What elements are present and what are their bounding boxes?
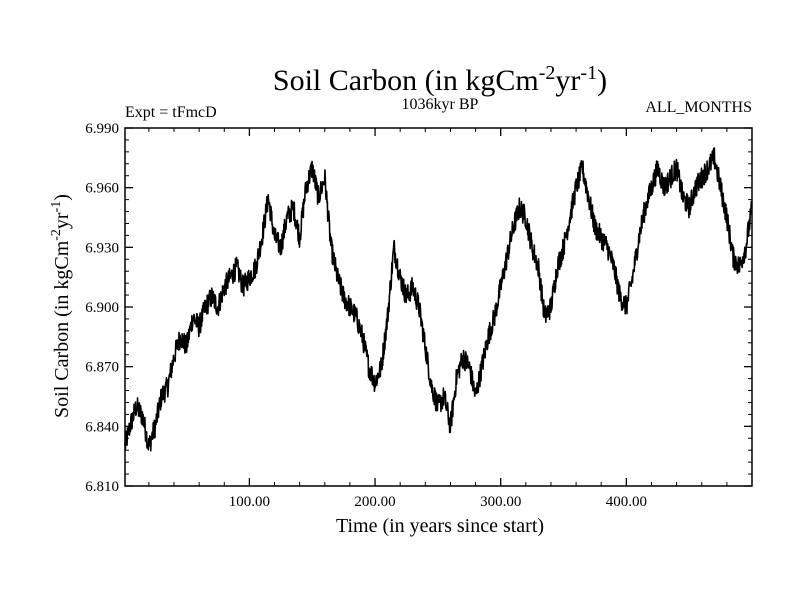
experiment-label: Expt = tFmcD	[125, 104, 217, 121]
chart-title: Soil Carbon (in kgCm-2yr-1)	[273, 62, 607, 97]
y-tick-label: 6.900	[85, 300, 119, 316]
y-tick-label: 6.990	[85, 121, 119, 137]
y-tick-label: 6.960	[85, 181, 119, 197]
y-tick-label: 6.840	[85, 419, 119, 435]
y-tick-label: 6.930	[85, 240, 119, 256]
x-tick-label: 400.00	[606, 494, 647, 510]
x-tick-label: 300.00	[480, 494, 521, 510]
x-tick-label: 100.00	[229, 494, 270, 510]
x-axis-label: Time (in years since start)	[336, 515, 544, 537]
y-tick-label: 6.870	[85, 360, 119, 376]
months-label: ALL_MONTHS	[645, 99, 752, 116]
x-tick-label: 200.00	[354, 494, 395, 510]
y-axis-label: Soil Carbon (in kgCm-2yr-1)	[49, 194, 73, 418]
series-line-0	[124, 147, 753, 452]
y-tick-label: 6.810	[85, 479, 119, 495]
period-label: 1036kyr BP	[402, 96, 479, 113]
